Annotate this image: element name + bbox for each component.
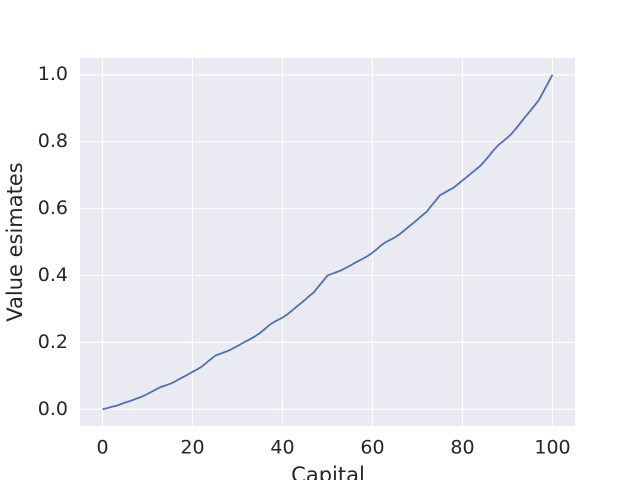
y-tick-label: 1.0 — [38, 63, 68, 85]
x-axis-label: Capital — [291, 463, 365, 480]
y-tick-label: 0.2 — [38, 331, 68, 353]
x-tick-label: 0 — [96, 437, 108, 459]
x-tick-label: 100 — [534, 437, 570, 459]
y-tick-label: 0.0 — [38, 398, 68, 420]
x-tick-label: 40 — [270, 437, 294, 459]
y-tick-label: 0.8 — [38, 130, 68, 152]
line — [102, 74, 554, 411]
plot-area — [80, 58, 575, 426]
y-tick-label: 0.6 — [38, 197, 68, 219]
y-axis-label: Value esimates — [3, 162, 27, 321]
y-tick-label: 0.4 — [38, 264, 68, 286]
x-tick-label: 20 — [180, 437, 204, 459]
x-tick-label: 60 — [360, 437, 384, 459]
x-tick-label: 80 — [450, 437, 474, 459]
